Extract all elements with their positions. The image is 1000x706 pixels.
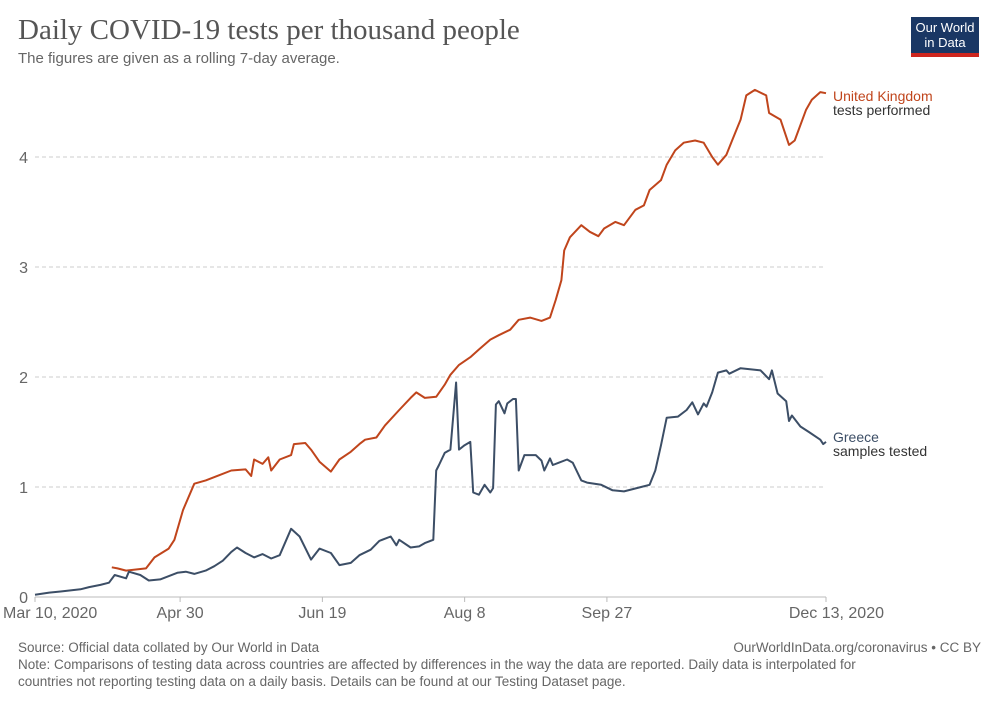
chart-subtitle: The figures are given as a rolling 7-day… <box>18 50 340 67</box>
note-line-2: countries not reporting testing data on … <box>18 674 626 689</box>
chart-title: Daily COVID-19 tests per thousand people <box>18 14 520 46</box>
y-tick-label: 0 <box>19 590 28 607</box>
series-sublabel: samples tested <box>833 443 927 459</box>
source-text: Source: Official data collated by Our Wo… <box>18 640 320 655</box>
series-sublabel: tests performed <box>833 102 930 118</box>
x-tick-label: Dec 13, 2020 <box>789 605 884 622</box>
x-tick-label: Sep 27 <box>582 605 633 622</box>
series-line-united-kingdom <box>111 88 827 572</box>
owid-logo[interactable]: Our World in Data <box>911 17 979 57</box>
license-link[interactable]: OurWorldInData.org/coronavirus • CC BY <box>733 640 981 655</box>
x-tick-label: Mar 10, 2020 <box>3 605 97 622</box>
note-line-1: Note: Comparisons of testing data across… <box>18 657 856 672</box>
y-tick-label: 1 <box>19 480 28 497</box>
x-tick-label: Aug 8 <box>444 605 486 622</box>
series-label: United Kingdom <box>833 88 933 104</box>
y-tick-label: 3 <box>19 260 28 277</box>
y-tick-label: 4 <box>19 150 28 167</box>
x-tick-label: Apr 30 <box>157 605 204 622</box>
y-tick-label: 2 <box>19 370 28 387</box>
series-line-greece <box>34 367 827 596</box>
x-tick-label: Jun 19 <box>298 605 346 622</box>
series-label: Greece <box>833 429 879 445</box>
